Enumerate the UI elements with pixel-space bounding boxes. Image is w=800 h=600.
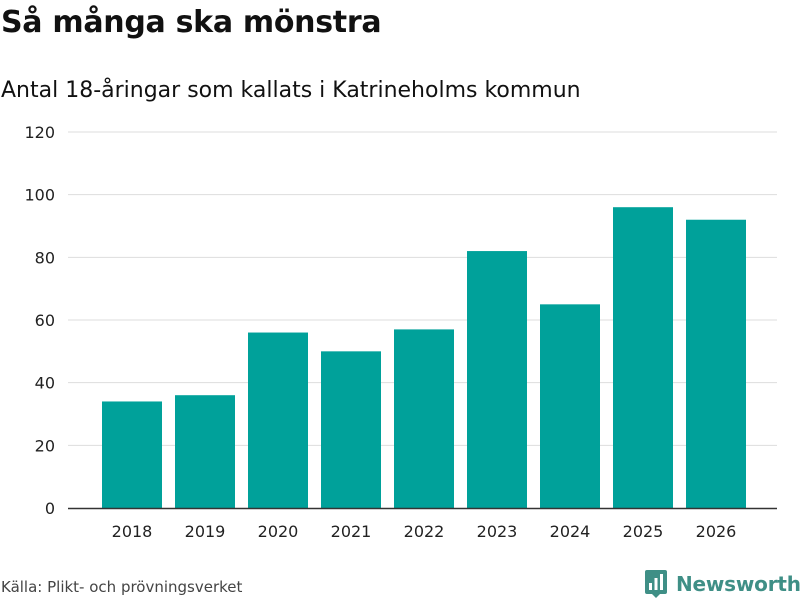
x-tick-label: 2023 [477, 522, 518, 541]
y-tick-label: 0 [45, 499, 55, 518]
bar-2026 [686, 219, 746, 508]
x-axis-ticks: 2018 2019 2020 2021 2022 2023 2024 2025 2026 [112, 522, 737, 541]
bar-2021 [321, 351, 381, 508]
y-tick-label: 40 [35, 374, 55, 393]
chart-title: Så många ska mönstra [1, 5, 382, 40]
brand-logo: Newsworthy [644, 569, 800, 599]
bar-2022 [394, 329, 454, 508]
bar-2020 [248, 332, 308, 508]
brand-name: Newsworthy [676, 572, 800, 596]
bar-chart-badge-icon [645, 570, 667, 598]
y-axis-ticks: 0 20 40 60 80 100 120 [24, 123, 55, 518]
x-tick-label: 2021 [331, 522, 372, 541]
x-tick-label: 2026 [696, 522, 737, 541]
bars [102, 207, 746, 509]
x-tick-label: 2019 [185, 522, 226, 541]
chart-subtitle: Antal 18-åringar som kallats i Katrineho… [1, 78, 581, 103]
bar-2019 [175, 395, 235, 508]
bar-2024 [540, 304, 600, 508]
y-tick-label: 20 [35, 436, 55, 455]
bar-2025 [613, 207, 673, 508]
y-tick-label: 80 [35, 248, 55, 267]
bar-chart: 0 20 40 60 80 100 120 2018 2019 2020 2021 2022 2023… [24, 123, 777, 541]
x-tick-label: 2022 [404, 522, 445, 541]
source-note: Källa: Plikt- och prövningsverket [1, 578, 243, 596]
y-tick-label: 60 [35, 311, 55, 330]
x-tick-label: 2024 [550, 522, 591, 541]
x-tick-label: 2018 [112, 522, 153, 541]
x-tick-label: 2025 [623, 522, 664, 541]
bar-2018 [102, 401, 162, 508]
x-tick-label: 2020 [258, 522, 299, 541]
y-tick-label: 100 [24, 186, 55, 205]
bar-2023 [467, 251, 527, 509]
y-tick-label: 120 [24, 123, 55, 142]
